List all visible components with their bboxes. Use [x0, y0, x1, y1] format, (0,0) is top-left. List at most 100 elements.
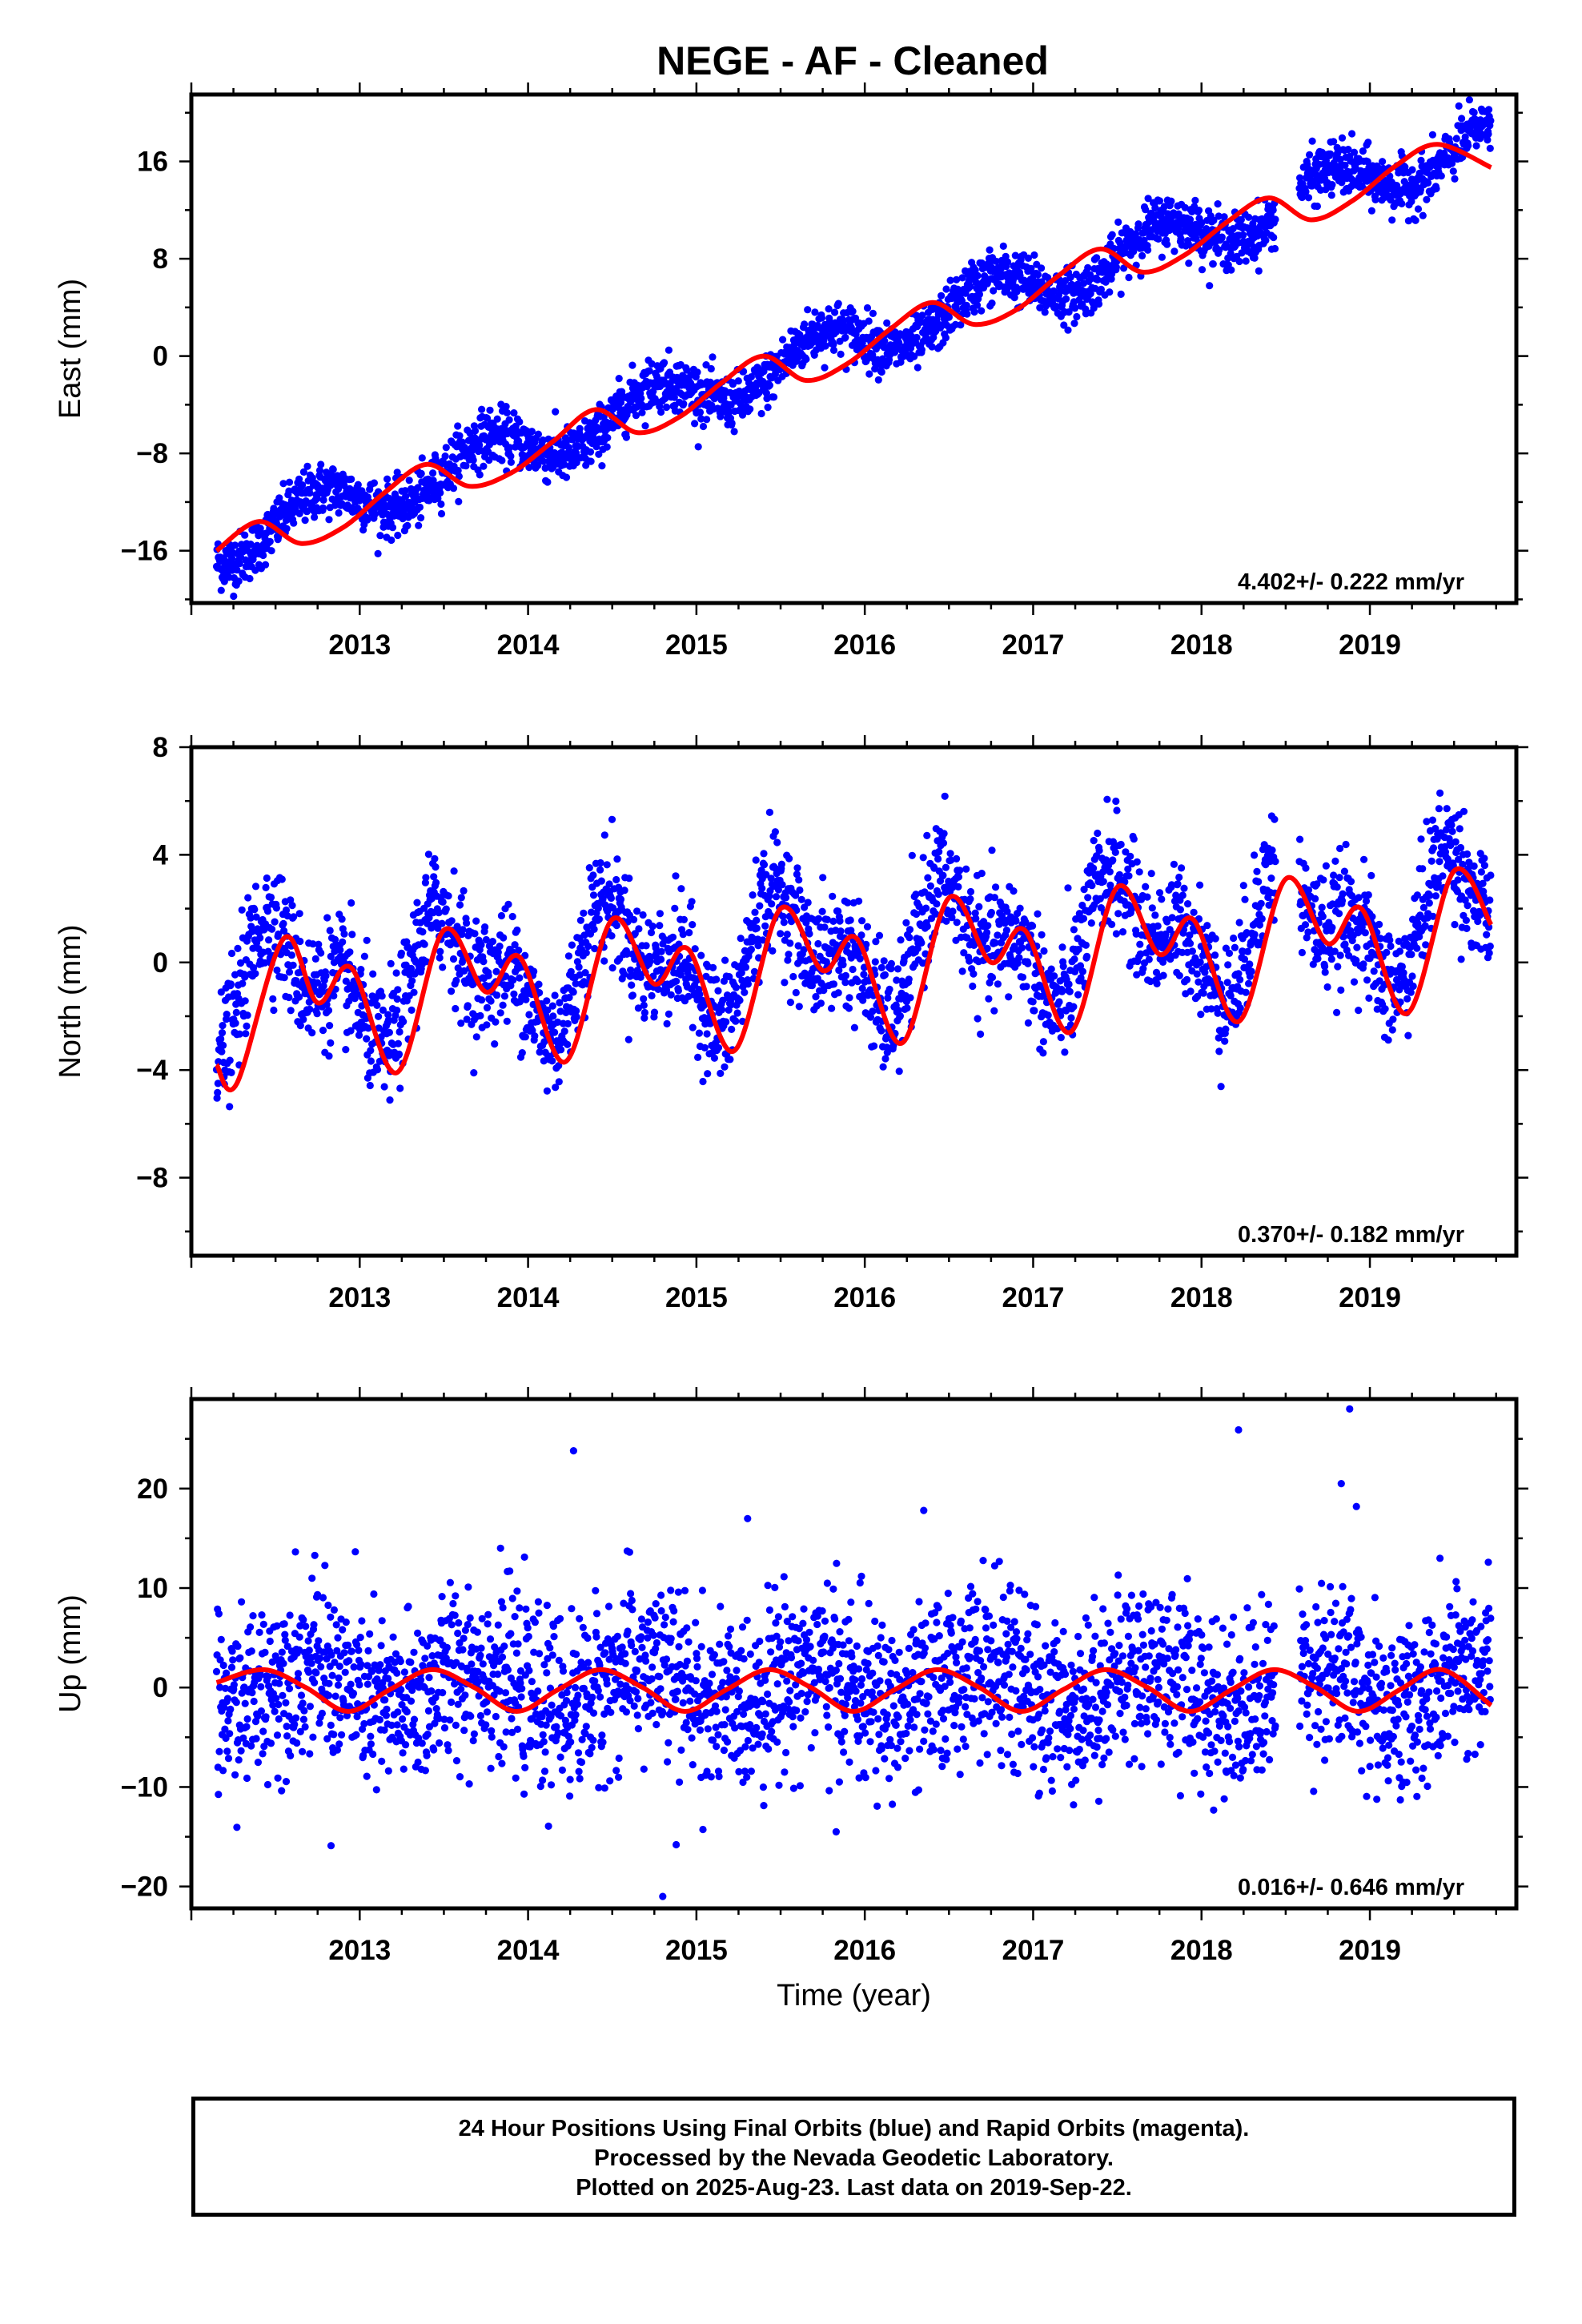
- data-point: [691, 945, 699, 953]
- data-point: [1470, 108, 1478, 117]
- data-point: [1327, 191, 1335, 199]
- data-point: [765, 381, 774, 389]
- data-point: [1227, 266, 1235, 274]
- data-point: [301, 517, 309, 525]
- data-point: [1190, 908, 1198, 916]
- data-point: [235, 560, 243, 568]
- east-fit-line: [215, 142, 1492, 553]
- data-point: [808, 982, 817, 990]
- data-point: [834, 907, 842, 915]
- data-point: [1138, 251, 1146, 259]
- data-point: [247, 541, 255, 549]
- data-point: [728, 1025, 736, 1033]
- data-point: [477, 941, 485, 949]
- data-point: [422, 874, 430, 882]
- data-point: [738, 411, 747, 419]
- data-point: [1143, 893, 1151, 901]
- data-point: [1112, 930, 1120, 938]
- data-point: [1113, 806, 1121, 814]
- data-point: [725, 973, 733, 981]
- data-point: [1455, 102, 1463, 110]
- data-point: [954, 883, 962, 891]
- data-point: [966, 283, 974, 291]
- data-point: [942, 334, 950, 342]
- data-point: [696, 991, 704, 999]
- data-point: [589, 891, 598, 899]
- data-point: [942, 285, 950, 293]
- data-point: [1125, 872, 1133, 880]
- data-point: [650, 1008, 659, 1016]
- data-point: [707, 364, 715, 373]
- data-point: [953, 275, 961, 283]
- data-point: [923, 923, 931, 931]
- data-point: [797, 895, 805, 903]
- data-point: [319, 504, 327, 513]
- data-point: [1211, 951, 1219, 959]
- data-point: [970, 308, 978, 316]
- data-point: [1074, 991, 1082, 999]
- data-point: [393, 1007, 401, 1015]
- data-point: [1328, 181, 1336, 189]
- data-point: [499, 1001, 507, 1009]
- data-point: [785, 854, 793, 862]
- data-point: [1379, 158, 1387, 166]
- data-point: [530, 967, 538, 975]
- data-point: [1074, 945, 1082, 954]
- data-point: [278, 875, 286, 883]
- data-point: [608, 815, 616, 823]
- data-point: [839, 961, 847, 969]
- x-tick-label: 2014: [497, 629, 560, 661]
- data-point: [858, 917, 866, 925]
- data-point: [741, 988, 749, 996]
- data-point: [431, 854, 439, 862]
- data-point: [624, 1035, 632, 1043]
- data-point: [855, 897, 863, 905]
- data-point: [746, 405, 754, 413]
- data-point: [1038, 931, 1046, 939]
- data-point: [1090, 304, 1098, 312]
- data-point: [1304, 194, 1313, 202]
- data-point: [734, 377, 742, 385]
- data-point: [858, 984, 866, 992]
- data-point: [285, 968, 294, 976]
- data-point: [757, 866, 765, 875]
- data-point: [564, 952, 573, 960]
- data-point: [603, 443, 611, 451]
- data-point: [1003, 258, 1012, 266]
- data-point: [283, 525, 291, 533]
- data-point: [492, 967, 500, 975]
- data-point: [1407, 198, 1415, 206]
- data-point: [871, 958, 879, 966]
- data-point: [1163, 240, 1171, 248]
- data-point: [438, 919, 446, 927]
- data-point: [1423, 195, 1431, 203]
- data-point: [441, 452, 449, 460]
- data-point: [1166, 955, 1174, 963]
- data-point: [896, 1012, 904, 1020]
- data-point: [478, 405, 486, 413]
- data-point: [956, 866, 964, 875]
- data-point: [219, 1041, 227, 1049]
- data-point: [942, 863, 950, 871]
- data-point: [250, 963, 258, 972]
- data-point: [919, 854, 927, 862]
- data-point: [835, 966, 843, 975]
- data-point: [326, 927, 334, 935]
- data-point: [464, 1002, 472, 1010]
- data-point: [730, 428, 738, 436]
- data-point: [726, 1055, 734, 1063]
- data-point: [662, 393, 670, 401]
- data-point: [434, 494, 442, 503]
- data-point: [555, 1062, 563, 1070]
- data-point: [1064, 326, 1072, 334]
- data-point: [701, 1043, 709, 1051]
- data-point: [1155, 197, 1164, 205]
- data-point: [885, 985, 893, 993]
- data-point: [881, 971, 889, 979]
- data-point: [702, 361, 710, 369]
- data-point: [596, 866, 604, 874]
- data-point: [1041, 308, 1049, 316]
- data-point: [801, 320, 809, 328]
- data-point: [302, 497, 310, 505]
- data-point: [717, 412, 725, 420]
